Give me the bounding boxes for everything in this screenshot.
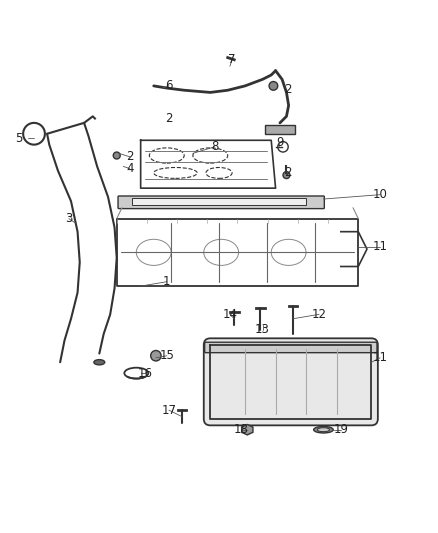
- Ellipse shape: [314, 426, 333, 433]
- Text: 6: 6: [165, 79, 173, 92]
- Text: 5: 5: [15, 132, 22, 144]
- Text: 2: 2: [126, 150, 134, 163]
- Text: 12: 12: [311, 308, 327, 321]
- Text: 13: 13: [255, 323, 270, 336]
- Circle shape: [269, 82, 278, 90]
- Ellipse shape: [94, 360, 105, 365]
- FancyBboxPatch shape: [118, 196, 324, 208]
- Text: 2: 2: [284, 83, 292, 96]
- Polygon shape: [242, 424, 253, 435]
- Text: 7: 7: [228, 53, 236, 66]
- Text: 3: 3: [65, 212, 73, 225]
- Text: 2: 2: [284, 166, 292, 180]
- Bar: [132, 198, 306, 205]
- Text: 2: 2: [165, 112, 173, 125]
- Ellipse shape: [318, 428, 329, 432]
- Text: 4: 4: [126, 162, 134, 175]
- Circle shape: [283, 172, 290, 179]
- Text: 16: 16: [138, 367, 152, 379]
- Circle shape: [113, 152, 120, 159]
- Text: 10: 10: [373, 188, 388, 201]
- Text: 17: 17: [162, 403, 177, 417]
- Text: 9: 9: [276, 136, 284, 149]
- FancyBboxPatch shape: [204, 338, 378, 425]
- Text: 19: 19: [333, 423, 348, 436]
- Text: 18: 18: [233, 423, 248, 436]
- Bar: [265, 125, 295, 134]
- Text: 1: 1: [163, 275, 170, 288]
- Text: 8: 8: [211, 140, 218, 154]
- Circle shape: [151, 351, 161, 361]
- Text: 15: 15: [159, 349, 174, 362]
- FancyBboxPatch shape: [205, 342, 377, 353]
- Text: 14: 14: [223, 308, 237, 321]
- Text: 11: 11: [373, 351, 388, 365]
- Text: 11: 11: [373, 240, 388, 253]
